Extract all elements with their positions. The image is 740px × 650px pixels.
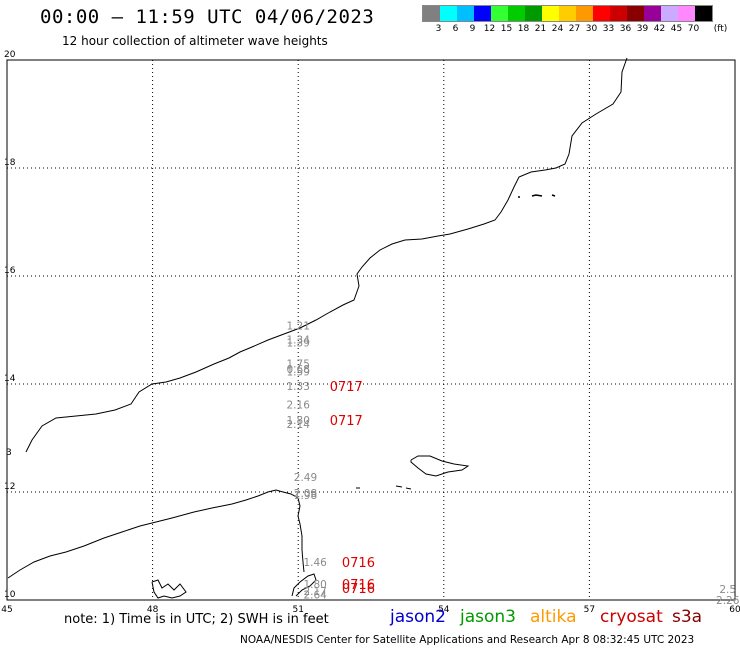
legend-unit: (ft) <box>713 24 728 34</box>
legend-swatch-14 <box>661 6 678 21</box>
wave-height-label-2: 1.39 <box>287 337 310 349</box>
footer-note: note: 1) Time is in UTC; 2) SWH is in fe… <box>64 612 329 627</box>
legend-label-70: 70 <box>687 24 700 34</box>
legend-label-30: 30 <box>585 24 598 34</box>
wave-height-label-17: 2.5 <box>719 584 736 596</box>
legend-swatch-5 <box>508 6 525 21</box>
satellite-label-jason2: jason2 <box>390 607 446 627</box>
satellite-label-cryosat: cryosat <box>600 607 663 627</box>
wave-height-label-14: 1.80 <box>303 579 326 591</box>
islet-4 <box>395 485 403 488</box>
legend-label-42: 42 <box>653 24 666 34</box>
map-subtitle: 12 hour collection of altimeter wave hei… <box>62 34 328 48</box>
lat-tick-20: 20 <box>4 50 16 60</box>
lon-tick-57: 57 <box>584 605 595 615</box>
legend-swatch-6 <box>525 6 542 21</box>
footer-credit: NOAA/NESDIS Center for Satellite Applica… <box>240 634 695 646</box>
legend-color-scale <box>422 5 713 22</box>
wave-height-observations: 1.211.341.391.750.681.591.332.161.802.14… <box>287 321 740 607</box>
islet-3 <box>551 194 556 197</box>
lon-tick-60: 60 <box>729 605 740 615</box>
legend-swatch-1 <box>440 6 457 21</box>
pass-time-label-4: 0716 <box>342 582 375 597</box>
coastline <box>7 57 628 599</box>
legend-label-18: 18 <box>517 24 530 34</box>
wave-height-label-15: 2.17 <box>303 586 326 598</box>
legend-label-12: 12 <box>483 24 496 34</box>
legend-labels: (ft) 3 6 9 12 15 18 21 24 27 30 33 36 39 42 45 70 <box>422 24 728 36</box>
islet-5 <box>405 487 412 490</box>
satellite-label-altika: altika <box>530 607 577 627</box>
legend-label-33: 33 <box>602 24 615 34</box>
satellite-label-jason3: jason3 <box>460 607 516 627</box>
legend-label-3: 3 <box>435 24 442 34</box>
wave-height-label-18: 2.26 <box>716 595 740 607</box>
satellite-label-s3a: s3a <box>672 607 703 627</box>
legend-swatch-2 <box>457 6 474 21</box>
lon-tick-48: 48 <box>147 605 159 615</box>
legend-swatch-3 <box>474 6 491 21</box>
legend-swatch-7 <box>542 6 559 21</box>
wave-height-label-7: 2.16 <box>287 400 311 412</box>
legend-label-24: 24 <box>551 24 564 34</box>
islet-2 <box>531 194 543 197</box>
legend-label-36: 36 <box>619 24 632 34</box>
wave-height-label-1: 1.34 <box>287 335 311 347</box>
lat-tick-18: 18 <box>4 158 16 168</box>
horn-of-africa-coast <box>7 489 305 579</box>
lat-tick-16: 16 <box>4 266 16 276</box>
axis-tick-labels: 45 48 51 54 57 60 10 12 14 16 18 20 3 <box>1 50 740 615</box>
wave-height-label-0: 1.21 <box>287 321 310 333</box>
arabian-peninsula-coast <box>25 57 628 453</box>
legend-swatch-13 <box>644 6 661 21</box>
wave-height-label-3: 1.75 <box>287 358 310 370</box>
pass-time-label-3: 0716 <box>342 578 375 593</box>
lon-tick-45: 45 <box>1 605 12 615</box>
legend-swatch-10 <box>593 6 610 21</box>
wave-height-label-10: 2.49 <box>294 472 317 484</box>
wave-height-label-9: 2.14 <box>287 419 311 431</box>
legend-label-21: 21 <box>534 24 547 34</box>
legend-swatch-4 <box>491 6 508 21</box>
legend-swatch-8 <box>559 6 576 21</box>
map-title: 00:00 – 11:59 UTC 04/06/2023 <box>40 6 375 28</box>
pass-time-label-1: 0717 <box>330 414 363 429</box>
legend-swatch-9 <box>576 6 593 21</box>
ras-hafun-coast <box>291 573 317 597</box>
legend-swatch-0 <box>423 6 440 21</box>
legend-label-45: 45 <box>670 24 683 34</box>
pass-time-label-2: 0716 <box>342 556 375 571</box>
lat-tick-10: 10 <box>4 590 16 600</box>
legend-label-15: 15 <box>500 24 513 34</box>
legend-label-39: 39 <box>636 24 649 34</box>
lon-tick-51: 51 <box>292 605 303 615</box>
legend-label-9: 9 <box>469 24 476 34</box>
socotra-coast <box>410 455 470 477</box>
lon-tick-54: 54 <box>438 605 450 615</box>
wave-height-label-6: 1.33 <box>287 381 310 393</box>
wave-height-label-12: 1.98 <box>294 490 317 502</box>
legend-swatch-11 <box>610 6 627 21</box>
legend-label-6: 6 <box>452 24 459 34</box>
lat-edge-label: 3 <box>6 448 12 458</box>
wave-height-label-13: 1.46 <box>303 557 327 569</box>
wave-height-label-5: 1.59 <box>287 367 310 379</box>
african-inland-outline <box>151 579 187 599</box>
wave-height-label-16: 2.64 <box>303 590 327 602</box>
lat-lon-grid <box>7 60 735 600</box>
legend-swatch-15 <box>678 6 695 21</box>
wave-height-label-4: 0.68 <box>287 364 310 376</box>
wave-height-legend: (ft) 3 6 9 12 15 18 21 24 27 30 33 36 39 42 45 70 <box>422 5 728 36</box>
legend-swatch-16 <box>695 6 712 21</box>
pass-time-label-0: 0717 <box>330 380 363 395</box>
lat-tick-14: 14 <box>4 374 16 384</box>
map-frame <box>6 59 736 601</box>
legend-swatch-12 <box>627 6 644 21</box>
lat-tick-12: 12 <box>4 482 15 492</box>
legend-label-27: 27 <box>568 24 581 34</box>
wave-height-label-8: 1.80 <box>287 415 310 427</box>
wave-height-label-11: 2.08 <box>294 488 317 500</box>
